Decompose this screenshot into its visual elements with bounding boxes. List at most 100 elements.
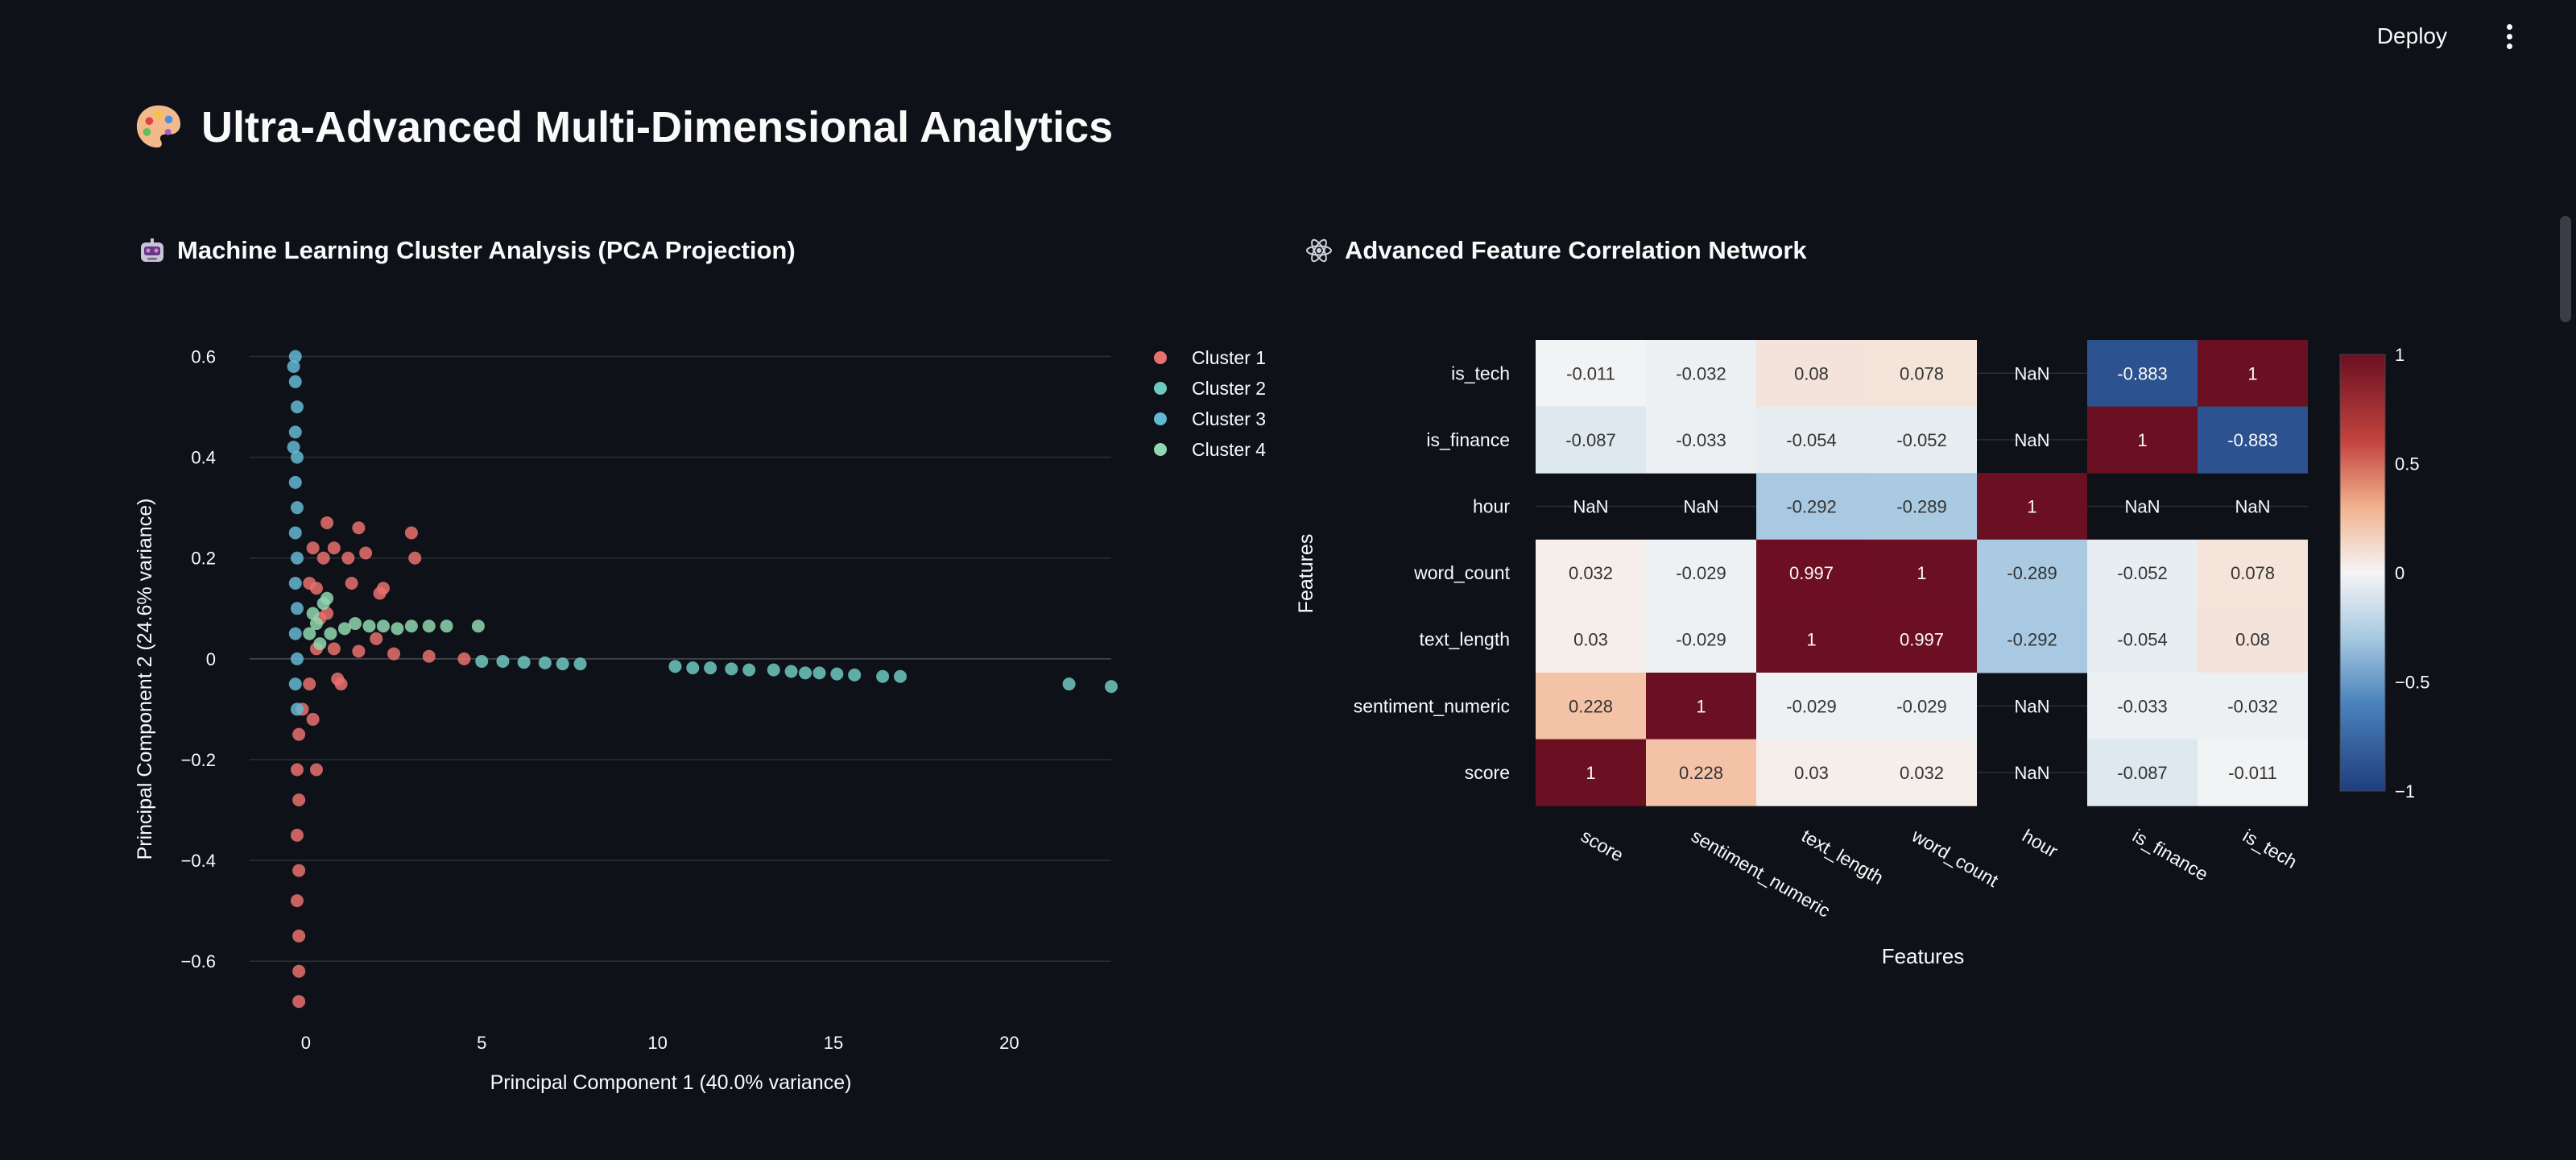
legend-label[interactable]: Cluster 4 <box>1192 439 1266 460</box>
heatmap-cell[interactable] <box>1867 473 1977 541</box>
scatter-point[interactable] <box>327 642 341 656</box>
scatter-point[interactable] <box>349 617 362 631</box>
scatter-point[interactable] <box>290 763 304 777</box>
scatter-point[interactable] <box>352 521 366 535</box>
heatmap-cell[interactable] <box>2087 340 2198 408</box>
heatmap-cell[interactable] <box>2087 539 2198 607</box>
heatmap-cell[interactable] <box>1536 673 1646 740</box>
scatter-point[interactable] <box>345 577 358 590</box>
heatmap-cell[interactable] <box>1646 673 1756 740</box>
scatter-point[interactable] <box>316 551 330 565</box>
heatmap-cell[interactable] <box>1756 473 1867 541</box>
scatter-point[interactable] <box>725 662 738 676</box>
heatmap-cell[interactable] <box>2087 406 2198 474</box>
scatter-point[interactable] <box>306 541 320 555</box>
scatter-point[interactable] <box>327 541 341 555</box>
scatter-point[interactable] <box>290 652 304 665</box>
scatter-point[interactable] <box>799 666 812 680</box>
scatter-point[interactable] <box>573 657 587 671</box>
scatter-point[interactable] <box>292 929 306 942</box>
scatter-point[interactable] <box>306 712 320 726</box>
scatter-point[interactable] <box>373 586 387 600</box>
scatter-point[interactable] <box>387 647 401 661</box>
scatter-point[interactable] <box>313 637 327 651</box>
scatter-point[interactable] <box>287 441 300 454</box>
scatter-point[interactable] <box>352 644 366 658</box>
heatmap-cell[interactable] <box>1646 406 1756 474</box>
scatter-point[interactable] <box>391 622 404 636</box>
heatmap-cell[interactable] <box>2087 739 2198 806</box>
scatter-point[interactable] <box>287 360 300 374</box>
scatter-point[interactable] <box>288 375 302 388</box>
kebab-menu-icon[interactable] <box>2491 18 2528 55</box>
heatmap-cell[interactable] <box>1867 406 1977 474</box>
scatter-point[interactable] <box>290 400 304 414</box>
heatmap-cell[interactable] <box>2198 340 2308 408</box>
scatter-point[interactable] <box>475 654 489 668</box>
legend-marker[interactable] <box>1154 443 1167 456</box>
heatmap-cell[interactable] <box>1536 606 1646 673</box>
scatter-point[interactable] <box>303 627 316 640</box>
heatmap-cell[interactable] <box>2198 406 2308 474</box>
scatter-point[interactable] <box>290 551 304 565</box>
heatmap-cell[interactable] <box>1756 606 1867 673</box>
scatter-point[interactable] <box>742 663 756 677</box>
scatter-point[interactable] <box>422 649 436 663</box>
heatmap-cell[interactable] <box>1867 739 1977 806</box>
scatter-point[interactable] <box>288 425 302 439</box>
scatter-point[interactable] <box>320 591 334 605</box>
heatmap-cell[interactable] <box>2087 673 2198 740</box>
scatter-point[interactable] <box>370 632 383 645</box>
heatmap-cell[interactable] <box>1756 673 1867 740</box>
scatter-point[interactable] <box>309 617 323 631</box>
scatter-point[interactable] <box>440 619 453 633</box>
scatter-point[interactable] <box>324 627 337 640</box>
scatter-point[interactable] <box>704 661 717 675</box>
scatter-point[interactable] <box>303 677 316 691</box>
scatter-point[interactable] <box>668 660 682 673</box>
scatter-point[interactable] <box>362 619 376 633</box>
heatmap-cell[interactable] <box>1536 739 1646 806</box>
legend-marker[interactable] <box>1154 412 1167 425</box>
heatmap-cell[interactable] <box>1977 606 2087 673</box>
legend-marker[interactable] <box>1154 351 1167 364</box>
heatmap-cell[interactable] <box>1867 539 1977 607</box>
scatter-point[interactable] <box>288 627 302 640</box>
heatmap-cell[interactable] <box>1756 539 1867 607</box>
heatmap-cell[interactable] <box>1756 406 1867 474</box>
scatter-point[interactable] <box>848 668 862 682</box>
scatter-point[interactable] <box>334 677 348 691</box>
legend-label[interactable]: Cluster 3 <box>1192 408 1266 429</box>
heatmap-cell[interactable] <box>1756 739 1867 806</box>
scatter-point[interactable] <box>830 667 844 681</box>
scatter-point[interactable] <box>341 551 355 565</box>
scatter-point[interactable] <box>290 501 304 515</box>
page-scrollbar[interactable] <box>2560 216 2571 322</box>
scatter-point[interactable] <box>538 656 552 669</box>
legend-label[interactable]: Cluster 2 <box>1192 378 1266 399</box>
scatter-point[interactable] <box>767 663 780 677</box>
heatmap-cell[interactable] <box>2198 673 2308 740</box>
heatmap-cell[interactable] <box>1867 673 1977 740</box>
scatter-point[interactable] <box>457 652 471 665</box>
scatter-point[interactable] <box>408 551 422 565</box>
scatter-point[interactable] <box>288 526 302 540</box>
legend-label[interactable]: Cluster 1 <box>1192 347 1266 368</box>
scatter-point[interactable] <box>288 577 302 590</box>
heatmap-cell[interactable] <box>2198 539 2308 607</box>
scatter-point[interactable] <box>471 619 485 633</box>
heatmap-cell[interactable] <box>1646 539 1756 607</box>
scatter-point[interactable] <box>784 665 798 678</box>
scatter-point[interactable] <box>893 669 907 683</box>
scatter-point[interactable] <box>288 475 302 489</box>
scatter-point[interactable] <box>337 622 351 636</box>
heatmap-cell[interactable] <box>1977 473 2087 541</box>
scatter-point[interactable] <box>290 602 304 615</box>
scatter-point[interactable] <box>292 727 306 741</box>
heatmap-cell[interactable] <box>1646 739 1756 806</box>
heatmap-cell[interactable] <box>2087 606 2198 673</box>
pca-scatter-chart[interactable]: 0 5 10 15 20 0.6 0.4 0.2 0 −0.2 −0.4 −0.6 Principa… <box>121 322 1296 1128</box>
scatter-point[interactable] <box>517 656 531 669</box>
heatmap-cell[interactable] <box>1977 539 2087 607</box>
correlation-heatmap-chart[interactable]: -0.011 -0.032 0.08 0.078 NaN -0.883 1 -0.087 -0.… <box>1288 322 2480 999</box>
